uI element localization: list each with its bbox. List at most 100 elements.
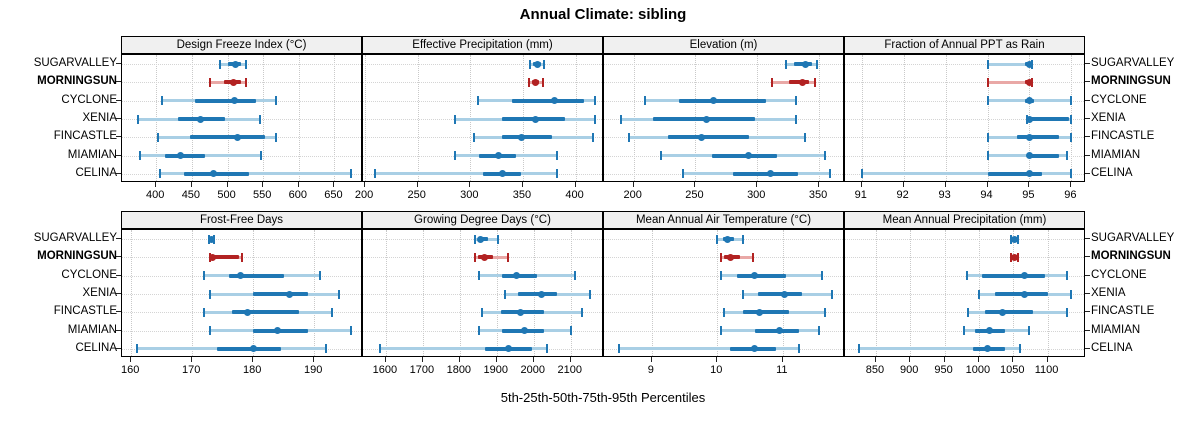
whisker-cap <box>592 132 595 142</box>
x-axis-tick <box>384 357 386 362</box>
x-axis-tick <box>297 182 299 187</box>
whisker-cap <box>245 59 248 69</box>
row-label-miamian: MIAMIAN <box>1091 148 1141 161</box>
whisker-cap <box>570 326 573 336</box>
median-dot <box>534 60 542 68</box>
grid-hline <box>845 312 1084 314</box>
y-axis-tick <box>116 118 121 119</box>
median-dot <box>776 327 783 335</box>
whisker-cap <box>719 252 722 262</box>
whisker-cap <box>814 77 817 87</box>
median-dot <box>723 235 731 243</box>
row-label-morningsun: MORNINGSUN <box>37 75 117 88</box>
x-axis-tick <box>874 357 876 362</box>
median-dot <box>1025 115 1033 123</box>
median-dot <box>801 60 809 68</box>
interquartile-bar <box>501 135 553 140</box>
panel <box>362 229 603 357</box>
whisker-cap <box>821 271 824 281</box>
x-axis-tick <box>130 357 132 362</box>
panel-strip: Growing Degree Days (°C) <box>362 211 603 229</box>
whisker-cap <box>986 132 989 142</box>
whisker-cap <box>829 169 832 179</box>
grid-hline <box>845 257 1084 259</box>
grid-vline <box>861 55 863 181</box>
whisker-cap <box>219 59 222 69</box>
interquartile-bar <box>732 171 799 176</box>
interquartile-bar <box>253 292 309 296</box>
y-axis-tick <box>116 293 121 294</box>
grid-hline <box>604 294 843 295</box>
whisker-cap <box>794 114 797 124</box>
whisker-cap <box>528 77 531 87</box>
x-axis-tick <box>421 357 423 362</box>
interquartile-bar <box>1027 153 1059 158</box>
whisker-cap <box>643 96 646 106</box>
x-axis-tick-label: 300 <box>460 189 479 201</box>
interquartile-bar <box>1029 117 1070 121</box>
y-axis-tick <box>116 81 121 83</box>
x-axis-tick-label: 1800 <box>446 364 472 376</box>
chart-title: Annual Climate: sibling <box>519 6 687 23</box>
x-axis-tick-label: 200 <box>623 189 642 201</box>
whisker-cap <box>379 344 382 354</box>
whisker-cap <box>529 59 532 69</box>
panel-strip: Mean Annual Precipitation (mm) <box>844 211 1085 229</box>
y-axis-tick <box>1085 329 1090 331</box>
median-dot <box>1025 78 1033 86</box>
whisker-cap <box>965 271 968 281</box>
x-axis-tick-label: 2100 <box>557 364 582 376</box>
x-axis-tick <box>155 182 157 187</box>
whisker-cap <box>541 77 544 87</box>
median-dot <box>176 152 184 160</box>
x-axis-tick-label: 550 <box>252 189 272 201</box>
x-axis-tick-label: 350 <box>808 189 828 201</box>
y-axis-tick <box>116 274 121 276</box>
interquartile-bar <box>165 153 206 158</box>
x-axis-tick <box>632 182 634 187</box>
y-axis-tick <box>1085 99 1090 101</box>
panel-strip: Elevation (m) <box>603 36 844 54</box>
panel-strip: Fraction of Annual PPT as Rain <box>844 36 1085 54</box>
median-dot <box>286 290 294 298</box>
median-dot <box>274 327 282 335</box>
grid-hline <box>122 239 361 241</box>
median-dot <box>230 78 238 86</box>
whisker-cap <box>963 326 966 336</box>
y-axis-tick <box>1085 293 1090 294</box>
y-axis-tick <box>116 238 121 240</box>
x-axis-tick <box>574 182 576 187</box>
whisker-cap <box>473 252 476 262</box>
whisker-cap <box>157 132 160 142</box>
interquartile-bar <box>512 98 584 103</box>
whisker-cap <box>798 344 801 354</box>
whisker-cap <box>209 77 212 87</box>
median-dot <box>532 78 540 86</box>
grid-hline <box>845 275 1084 277</box>
x-axis-tick <box>902 182 904 187</box>
whisker-cap <box>349 169 352 179</box>
x-axis-tick-label: 95 <box>1022 189 1035 201</box>
x-axis-tick <box>694 182 696 187</box>
whisker-cap <box>203 271 206 281</box>
interquartile-bar <box>757 292 803 296</box>
y-axis-tick <box>116 172 121 174</box>
whisker-cap <box>241 252 244 262</box>
whisker-cap <box>627 132 630 142</box>
median-dot <box>499 170 507 178</box>
median-dot <box>532 115 540 123</box>
median-dot <box>480 253 488 261</box>
row-label-fincastle: FINCASTLE <box>53 305 117 318</box>
median-dot <box>745 152 753 160</box>
median-dot <box>243 308 251 316</box>
y-axis-tick <box>1085 238 1090 240</box>
whisker-cap <box>620 114 623 124</box>
whisker-cap <box>158 169 161 179</box>
whisker-cap <box>373 169 376 179</box>
median-dot <box>756 308 764 316</box>
median-dot <box>751 272 759 280</box>
row-label-miamian: MIAMIAN <box>1091 323 1141 336</box>
x-axis-tick <box>909 357 911 362</box>
row-label-sugarvalley: SUGARVALLEY <box>1091 232 1175 245</box>
x-axis-tick-label: 190 <box>304 364 323 376</box>
